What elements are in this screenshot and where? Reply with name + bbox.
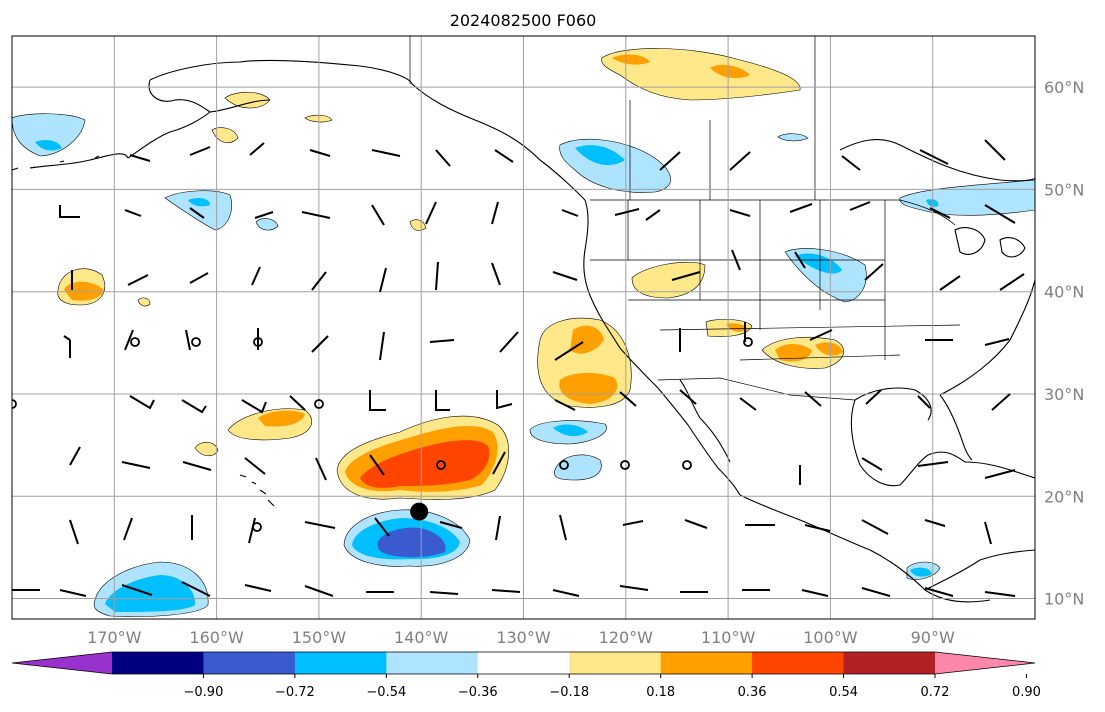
colorbar-bin — [752, 652, 845, 674]
longitude-label: 160°W — [189, 628, 244, 647]
colorbar-tick-label: 0.90 — [1012, 685, 1041, 700]
colorbar: −0.90 −0.72 −0.54 −0.36 −0.18 0.18 0.36 0.54 0.7… — [11, 651, 1041, 700]
latitude-label: 40°N — [1044, 283, 1084, 302]
longitude-label: 150°W — [292, 628, 347, 647]
colorbar-tick-label: −0.18 — [549, 685, 589, 700]
longitude-label: 140°W — [394, 628, 449, 647]
colorbar-tick-label: 0.36 — [738, 685, 767, 700]
latitude-label: 30°N — [1044, 385, 1084, 404]
longitude-label: 110°W — [701, 628, 756, 647]
storm-center-marker — [410, 502, 429, 521]
figure-title: 2024082500 F060 — [450, 11, 597, 30]
colorbar-bin — [203, 652, 296, 674]
longitude-labels: 170°W 160°W 150°W 140°W 130°W 120°W 110°W 100°W… — [87, 628, 955, 647]
colorbar-bin — [294, 652, 387, 674]
colorbar-bin — [843, 652, 936, 674]
colorbar-bin — [660, 652, 753, 674]
colorbar-extend-min — [12, 652, 112, 674]
latitude-label: 10°N — [1044, 590, 1084, 609]
latitude-labels: 10°N 20°N 30°N 40°N 50°N 60°N — [1044, 78, 1084, 608]
political-borders — [409, 36, 961, 401]
coastlines — [12, 59, 1035, 603]
graticule — [12, 36, 1035, 619]
latitude-label: 50°N — [1044, 180, 1084, 199]
longitude-label: 120°W — [599, 628, 654, 647]
colorbar-bin — [569, 652, 662, 674]
latitude-label: 60°N — [1044, 78, 1084, 97]
latitude-label: 20°N — [1044, 487, 1084, 506]
longitude-label: 170°W — [87, 628, 142, 647]
colorbar-bin — [386, 652, 479, 674]
colorbar-tick-label: −0.54 — [366, 685, 406, 700]
calm-markers — [12, 337, 753, 532]
colorbar-tick-label: 0.72 — [921, 685, 950, 700]
wind-barbs — [12, 139, 1025, 597]
colorbar-tick-label: −0.36 — [458, 685, 498, 700]
longitude-label: 130°W — [496, 628, 551, 647]
colorbar-tick-label: −0.90 — [184, 685, 224, 700]
colorbar-outline — [11, 651, 1036, 675]
colorbar-extend-max — [935, 652, 1035, 674]
colorbar-tick-label: 0.54 — [829, 685, 858, 700]
colorbar-bin — [477, 652, 570, 674]
map-frame — [11, 35, 1036, 620]
longitude-label: 100°W — [803, 628, 858, 647]
colorbar-tick-label: −0.72 — [275, 685, 315, 700]
colorbar-bin — [112, 652, 204, 674]
longitude-label: 90°W — [911, 628, 955, 647]
colorbar-tick-label: 0.18 — [646, 685, 675, 700]
